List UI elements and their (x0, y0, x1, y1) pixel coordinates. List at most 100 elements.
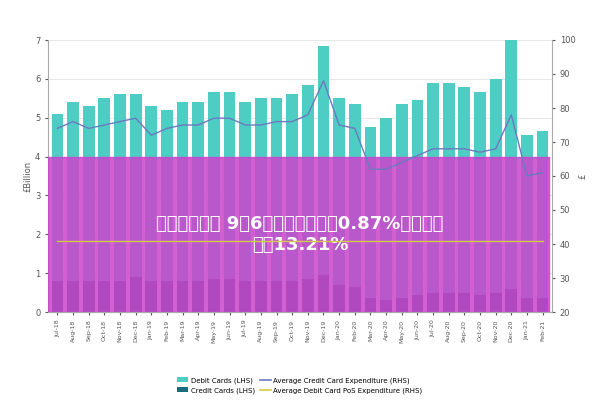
Bar (490, 292, 502, 312)
Bar (380, 118, 392, 300)
Average Debit Card PoS Expenditure (RHS) (335, 238, 343, 243)
Bar (145, 106, 157, 281)
Average Debit Card PoS Expenditure (RHS) (492, 238, 499, 243)
Average Debit Card PoS Expenditure (RHS) (539, 238, 546, 243)
Bar (505, 36, 517, 289)
Bar (193, 281, 204, 312)
Bar (48, 156, 549, 312)
Y-axis label: £Billion: £Billion (23, 160, 32, 192)
Y-axis label: £: £ (578, 173, 587, 179)
Average Credit Card Expenditure (RHS) (492, 146, 499, 151)
Bar (130, 277, 142, 312)
Bar (208, 92, 220, 279)
Average Credit Card Expenditure (RHS) (508, 112, 515, 117)
Bar (177, 102, 188, 281)
Bar (114, 281, 126, 312)
Bar (427, 292, 439, 312)
Average Debit Card PoS Expenditure (RHS) (116, 238, 124, 243)
Bar (302, 85, 314, 279)
Average Debit Card PoS Expenditure (RHS) (132, 238, 139, 243)
Average Debit Card PoS Expenditure (RHS) (70, 238, 77, 243)
Average Credit Card Expenditure (RHS) (132, 116, 139, 121)
Average Credit Card Expenditure (RHS) (351, 126, 358, 131)
Bar (443, 83, 455, 292)
Average Credit Card Expenditure (RHS) (85, 126, 92, 131)
Bar (505, 289, 517, 312)
Average Credit Card Expenditure (RHS) (382, 167, 389, 172)
Average Debit Card PoS Expenditure (RHS) (476, 238, 484, 243)
Bar (412, 100, 423, 294)
Bar (521, 135, 533, 298)
Average Credit Card Expenditure (RHS) (226, 116, 233, 121)
Bar (458, 292, 470, 312)
Average Credit Card Expenditure (RHS) (430, 146, 437, 151)
Average Credit Card Expenditure (RHS) (320, 78, 327, 83)
Legend: Debit Cards (LHS), Credit Cards (LHS), Average Credit Card Expenditure (RHS), Av: Debit Cards (LHS), Credit Cards (LHS), A… (175, 374, 425, 396)
Bar (286, 281, 298, 312)
Bar (333, 98, 345, 285)
Bar (83, 281, 95, 312)
Average Credit Card Expenditure (RHS) (414, 153, 421, 158)
Average Credit Card Expenditure (RHS) (367, 167, 374, 172)
Bar (161, 110, 173, 281)
Bar (98, 98, 110, 281)
Average Debit Card PoS Expenditure (RHS) (273, 238, 280, 243)
Average Debit Card PoS Expenditure (RHS) (430, 238, 437, 243)
Bar (255, 98, 267, 281)
Average Credit Card Expenditure (RHS) (54, 126, 61, 131)
Average Credit Card Expenditure (RHS) (257, 122, 265, 127)
Bar (130, 94, 142, 277)
Bar (365, 298, 376, 312)
Bar (365, 128, 376, 298)
Average Debit Card PoS Expenditure (RHS) (54, 238, 61, 243)
Average Debit Card PoS Expenditure (RHS) (382, 238, 389, 243)
Average Debit Card PoS Expenditure (RHS) (414, 238, 421, 243)
Average Debit Card PoS Expenditure (RHS) (211, 238, 218, 243)
Bar (239, 281, 251, 312)
Bar (317, 46, 329, 275)
Average Debit Card PoS Expenditure (RHS) (320, 238, 327, 243)
Bar (412, 294, 423, 312)
Bar (302, 279, 314, 312)
Bar (490, 79, 502, 292)
Line: Average Credit Card Expenditure (RHS): Average Credit Card Expenditure (RHS) (58, 81, 542, 176)
Bar (193, 102, 204, 281)
Average Credit Card Expenditure (RHS) (194, 122, 202, 127)
Average Debit Card PoS Expenditure (RHS) (367, 238, 374, 243)
Average Debit Card PoS Expenditure (RHS) (523, 238, 530, 243)
Average Credit Card Expenditure (RHS) (539, 170, 546, 175)
Average Debit Card PoS Expenditure (RHS) (101, 238, 108, 243)
Average Debit Card PoS Expenditure (RHS) (194, 238, 202, 243)
Bar (145, 281, 157, 312)
Bar (271, 281, 283, 312)
Average Debit Card PoS Expenditure (RHS) (85, 238, 92, 243)
Bar (474, 92, 486, 294)
Bar (52, 114, 63, 281)
Average Debit Card PoS Expenditure (RHS) (257, 238, 265, 243)
Average Debit Card PoS Expenditure (RHS) (508, 238, 515, 243)
Average Debit Card PoS Expenditure (RHS) (179, 238, 186, 243)
Bar (458, 87, 470, 292)
Bar (396, 298, 407, 312)
Average Debit Card PoS Expenditure (RHS) (445, 238, 452, 243)
Text: 炒股杠杆网站 9月6日冠盛转债下跌0.87%，转股溢
价率13.21%: 炒股杠杆网站 9月6日冠盛转债下跌0.87%，转股溢 价率13.21% (157, 215, 443, 254)
Average Credit Card Expenditure (RHS) (398, 160, 406, 165)
Bar (349, 287, 361, 312)
Bar (380, 300, 392, 312)
Bar (427, 83, 439, 292)
Bar (474, 294, 486, 312)
Average Credit Card Expenditure (RHS) (273, 119, 280, 124)
Bar (98, 281, 110, 312)
Average Debit Card PoS Expenditure (RHS) (351, 238, 358, 243)
Average Credit Card Expenditure (RHS) (116, 119, 124, 124)
Average Credit Card Expenditure (RHS) (445, 146, 452, 151)
Average Credit Card Expenditure (RHS) (148, 133, 155, 138)
Bar (317, 275, 329, 312)
Bar (521, 298, 533, 312)
Bar (114, 94, 126, 281)
Average Credit Card Expenditure (RHS) (70, 119, 77, 124)
Average Credit Card Expenditure (RHS) (335, 122, 343, 127)
Average Credit Card Expenditure (RHS) (179, 122, 186, 127)
Bar (443, 292, 455, 312)
Bar (208, 279, 220, 312)
